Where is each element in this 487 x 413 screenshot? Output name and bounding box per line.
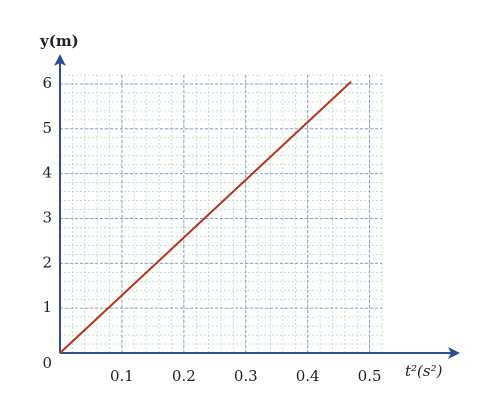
y-axis-label: y(m)	[39, 32, 79, 50]
y-tick-label: 4	[42, 164, 52, 182]
y-tick-label: 0	[42, 354, 52, 372]
x-axis-label: t²(s²)	[405, 362, 443, 380]
data-line	[59, 80, 352, 354]
y-tick-label: 1	[42, 298, 52, 316]
x-tick-label: 0.4	[296, 367, 320, 385]
y-tick-label: 2	[42, 253, 52, 271]
y-tick-label: 3	[42, 208, 52, 226]
x-tick-label: 0.2	[172, 367, 196, 385]
x-tick-label: 0.1	[110, 367, 134, 385]
y-tick-label: 6	[42, 74, 52, 92]
x-tick-label: 0.5	[358, 367, 382, 385]
x-tick-label: 0.3	[234, 367, 258, 385]
y-tick-label: 5	[42, 119, 52, 137]
x-axis-arrow	[448, 347, 460, 359]
y-axis-arrow	[54, 54, 66, 66]
